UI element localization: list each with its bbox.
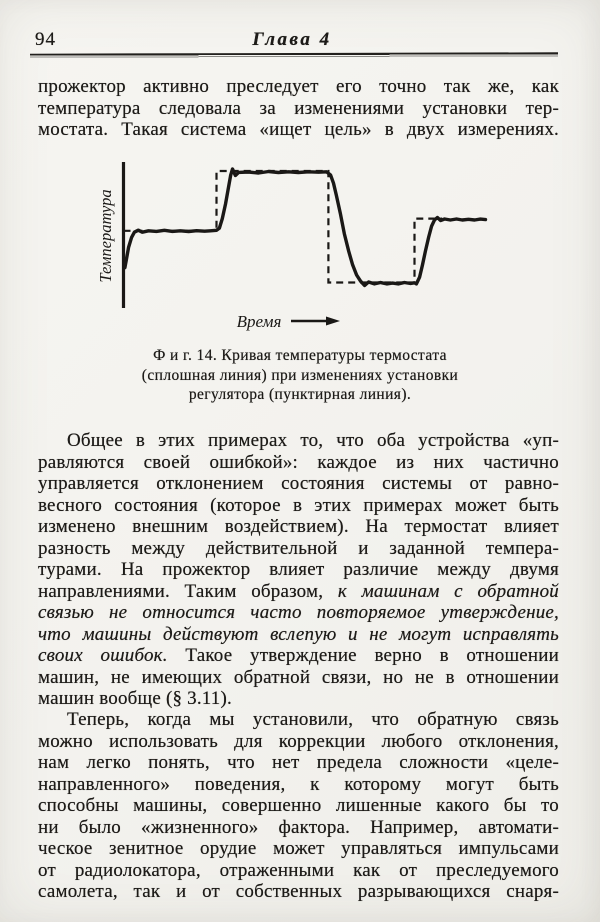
text-segment: направленного» поведения, к которому мог… xyxy=(38,773,559,795)
emphasized-text: связью не относится часто повторяемое ут… xyxy=(38,602,559,623)
paragraph: Теперь, когда мы установили, что обратну… xyxy=(38,709,559,903)
emphasized-text: к машинам с обратной xyxy=(337,580,560,602)
text-line: равляются своей ошибкой»: каждое из них … xyxy=(38,452,559,474)
text-line: ни было «жизненного» фактора. Например, … xyxy=(38,817,559,839)
figure-caption-line: регулятора (пунктирная линия). xyxy=(188,386,412,403)
text-line: управляется отклонением состояния систем… xyxy=(38,473,559,495)
text-line: нам легко понять, что нет предела сложно… xyxy=(38,752,559,774)
text-line: весного состояния (которое в этих пример… xyxy=(38,495,559,517)
text-line: Теперь, когда мы установили, что обратну… xyxy=(38,709,559,731)
text-line: машин, не имеющих обратной связи, но не … xyxy=(38,667,559,689)
text-segment: Общее в этих примерах то, что оба устрой… xyxy=(67,430,559,451)
text-line: мостата. Такая система «ищет цель» в дву… xyxy=(38,119,559,141)
text-segment: направлениями. Таким образом, xyxy=(38,580,338,602)
paragraph: Общее в этих примерах то, что оба устрой… xyxy=(38,430,559,710)
text-segment: температура следовала за изменениями уст… xyxy=(38,97,559,119)
text-segment: способны машины, совершенно лишенные как… xyxy=(38,795,559,816)
setpoint-dashed-path xyxy=(123,169,443,284)
text-segment: разность между действительной и заданной… xyxy=(38,537,559,559)
chapter-title: Глава 4 xyxy=(252,29,332,50)
header-rule xyxy=(29,52,559,59)
text-line: самолета, так и от собственных разрывающ… xyxy=(38,881,559,903)
temperature-solid-path xyxy=(123,167,488,288)
emphasized-text: что машины действуют вслепую и не могут … xyxy=(38,623,559,645)
text-segment: прожектор активно преследует его точно т… xyxy=(38,76,559,97)
text-segment: машин вообще (§ 3.11). xyxy=(38,688,232,709)
text-line: изменено внешним воздействием). На термо… xyxy=(38,516,559,538)
text-line: Общее в этих примерах то, что оба устрой… xyxy=(38,430,559,452)
time-arrow-icon xyxy=(291,316,340,326)
figure-caption: Ф и г. 14. Кривая температуры термостата… xyxy=(88,346,512,405)
text-segment: от радиолокатора, отраженными как от пре… xyxy=(38,859,559,881)
figure-caption-line: (сплошная линия) при изменениях установк… xyxy=(141,366,459,384)
text-segment: нам легко понять, что нет предела сложно… xyxy=(38,752,559,773)
text-line: направленного» поведения, к которому мог… xyxy=(38,774,559,796)
text-line: можно использовать для коррекции любого … xyxy=(38,731,559,753)
text-segment: можно использовать для коррекции любого … xyxy=(38,730,559,752)
text-segment: Такое утверждение верно в отношении xyxy=(167,645,560,666)
text-line: машин вообще (§ 3.11). xyxy=(38,688,559,710)
text-segment: равляются своей ошибкой»: каждое из них … xyxy=(38,451,559,473)
text-line: от радиолокатора, отраженными как от пре… xyxy=(38,860,559,882)
text-segment: ческое зенитное орудие может управляться… xyxy=(38,838,559,859)
text-segment: управляется отклонением состояния систем… xyxy=(38,473,559,494)
text-segment: самолета, так и от собственных разрывающ… xyxy=(38,881,559,902)
paragraph: прожектор активно преследует его точно т… xyxy=(38,76,559,141)
text-segment: ни было «жизненного» фактора. Например, … xyxy=(38,816,559,838)
text-segment: турами. На прожектор влияет различие меж… xyxy=(38,559,559,580)
text-line: связью не относится часто повторяемое ут… xyxy=(38,602,559,624)
text-line: прожектор активно преследует его точно т… xyxy=(38,76,559,98)
figure-14-chart: Температура Время xyxy=(98,162,488,331)
text-line: турами. На прожектор влияет различие меж… xyxy=(38,559,559,581)
x-axis-label: Время xyxy=(237,312,282,331)
figure-caption-line: Ф и г. 14. Кривая температуры термостата xyxy=(153,347,447,364)
text-line: способны машины, совершенно лишенные как… xyxy=(38,795,559,817)
emphasized-text: своих ошибок. xyxy=(38,645,168,666)
text-line: направлениями. Таким образом, к машинам … xyxy=(38,581,559,603)
text-segment: изменено внешним воздействием). На термо… xyxy=(38,516,559,537)
text-line: температура следовала за изменениями уст… xyxy=(38,98,559,120)
text-segment: Теперь, когда мы установили, что обратну… xyxy=(67,709,559,730)
text-segment: машин, не имеющих обратной связи, но не … xyxy=(38,666,559,688)
text-segment: мостата. Такая система «ищет цель» в дву… xyxy=(38,119,559,140)
text-line: своих ошибок. Такое утверждение верно в … xyxy=(38,645,559,667)
text-line: что машины действуют вслепую и не могут … xyxy=(38,624,559,646)
y-axis-label: Температура xyxy=(98,189,115,282)
page-number: 94 xyxy=(35,29,56,50)
text-line: ческое зенитное орудие может управляться… xyxy=(38,838,559,860)
text-segment: весного состояния (которое в этих пример… xyxy=(38,494,559,516)
text-line: разность между действительной и заданной… xyxy=(38,538,559,560)
page-header: 94 Глава 4 xyxy=(35,29,559,51)
